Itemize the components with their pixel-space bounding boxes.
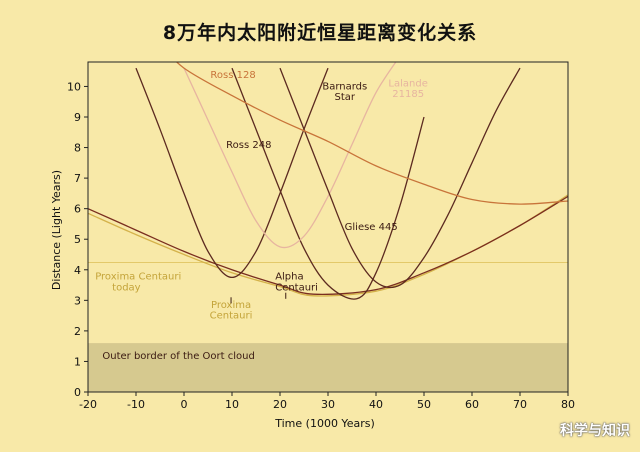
annotation-label: Lalande <box>388 78 427 89</box>
oort-cloud-band <box>88 343 568 392</box>
y-tick-label: 9 <box>74 111 81 124</box>
x-tick-label: -20 <box>79 398 97 411</box>
series-line-ross-128 <box>175 62 568 205</box>
series-line-barnards-star <box>231 67 425 300</box>
series-line-lalande-21185 <box>183 62 397 249</box>
series-line-ross-248 <box>135 67 329 279</box>
y-tick-label: 7 <box>74 172 81 185</box>
series-line-alpha-centauri <box>88 195 568 296</box>
y-tick-label: 4 <box>74 264 81 277</box>
x-tick-label: 0 <box>181 398 188 411</box>
annotation-label: Alpha <box>275 272 303 283</box>
watermark: 科学与知识 <box>560 423 630 439</box>
x-tick-label: 10 <box>225 398 239 411</box>
plot-background <box>88 62 568 392</box>
annotation-label: Barnards <box>322 82 367 93</box>
annotation-label: Centauri <box>275 282 318 293</box>
y-axis: 0 1 2 3 4 5 6 7 8 9 10 <box>67 80 88 399</box>
y-tick-label: 8 <box>74 142 81 155</box>
annotation-label: today <box>112 282 141 293</box>
series-line-gliese-445 <box>279 67 521 289</box>
annotation-label: Ross 248 <box>226 140 271 151</box>
y-tick-label: 10 <box>67 80 81 93</box>
x-tick-label: 50 <box>417 398 431 411</box>
x-tick-label: 40 <box>369 398 383 411</box>
annotation-label: Star <box>335 92 356 103</box>
annotation-label: 21185 <box>392 89 424 100</box>
y-tick-label: 6 <box>74 203 81 216</box>
y-tick-label: 0 <box>74 386 81 399</box>
x-axis: -20 -10 0 10 20 30 40 50 60 70 80 <box>79 392 575 411</box>
x-axis-title: Time (1000 Years) <box>274 417 375 430</box>
x-tick-label: -10 <box>127 398 145 411</box>
x-tick-label: 60 <box>465 398 479 411</box>
chart-title: 8万年内太阳附近恒星距离变化关系 <box>162 22 478 44</box>
y-tick-label: 2 <box>74 325 81 338</box>
y-tick-label: 1 <box>74 355 81 368</box>
x-tick-label: 80 <box>561 398 575 411</box>
y-tick-label: 5 <box>74 233 81 246</box>
annotation-label: Ross 128 <box>210 70 255 81</box>
x-tick-label: 20 <box>273 398 287 411</box>
annotation-label: Proxima Centauri <box>95 272 181 283</box>
annotation-label: Outer border of the Oort cloud <box>102 351 254 362</box>
y-tick-label: 3 <box>74 294 81 307</box>
annotation-label: Gliese 445 <box>345 222 398 233</box>
x-tick-label: 70 <box>513 398 527 411</box>
annotation-label: Proxima <box>211 300 251 311</box>
series-group <box>88 62 568 300</box>
x-tick-label: 30 <box>321 398 335 411</box>
y-axis-title: Distance (Light Years) <box>50 170 63 290</box>
annotation-label: Centauri <box>210 311 253 322</box>
